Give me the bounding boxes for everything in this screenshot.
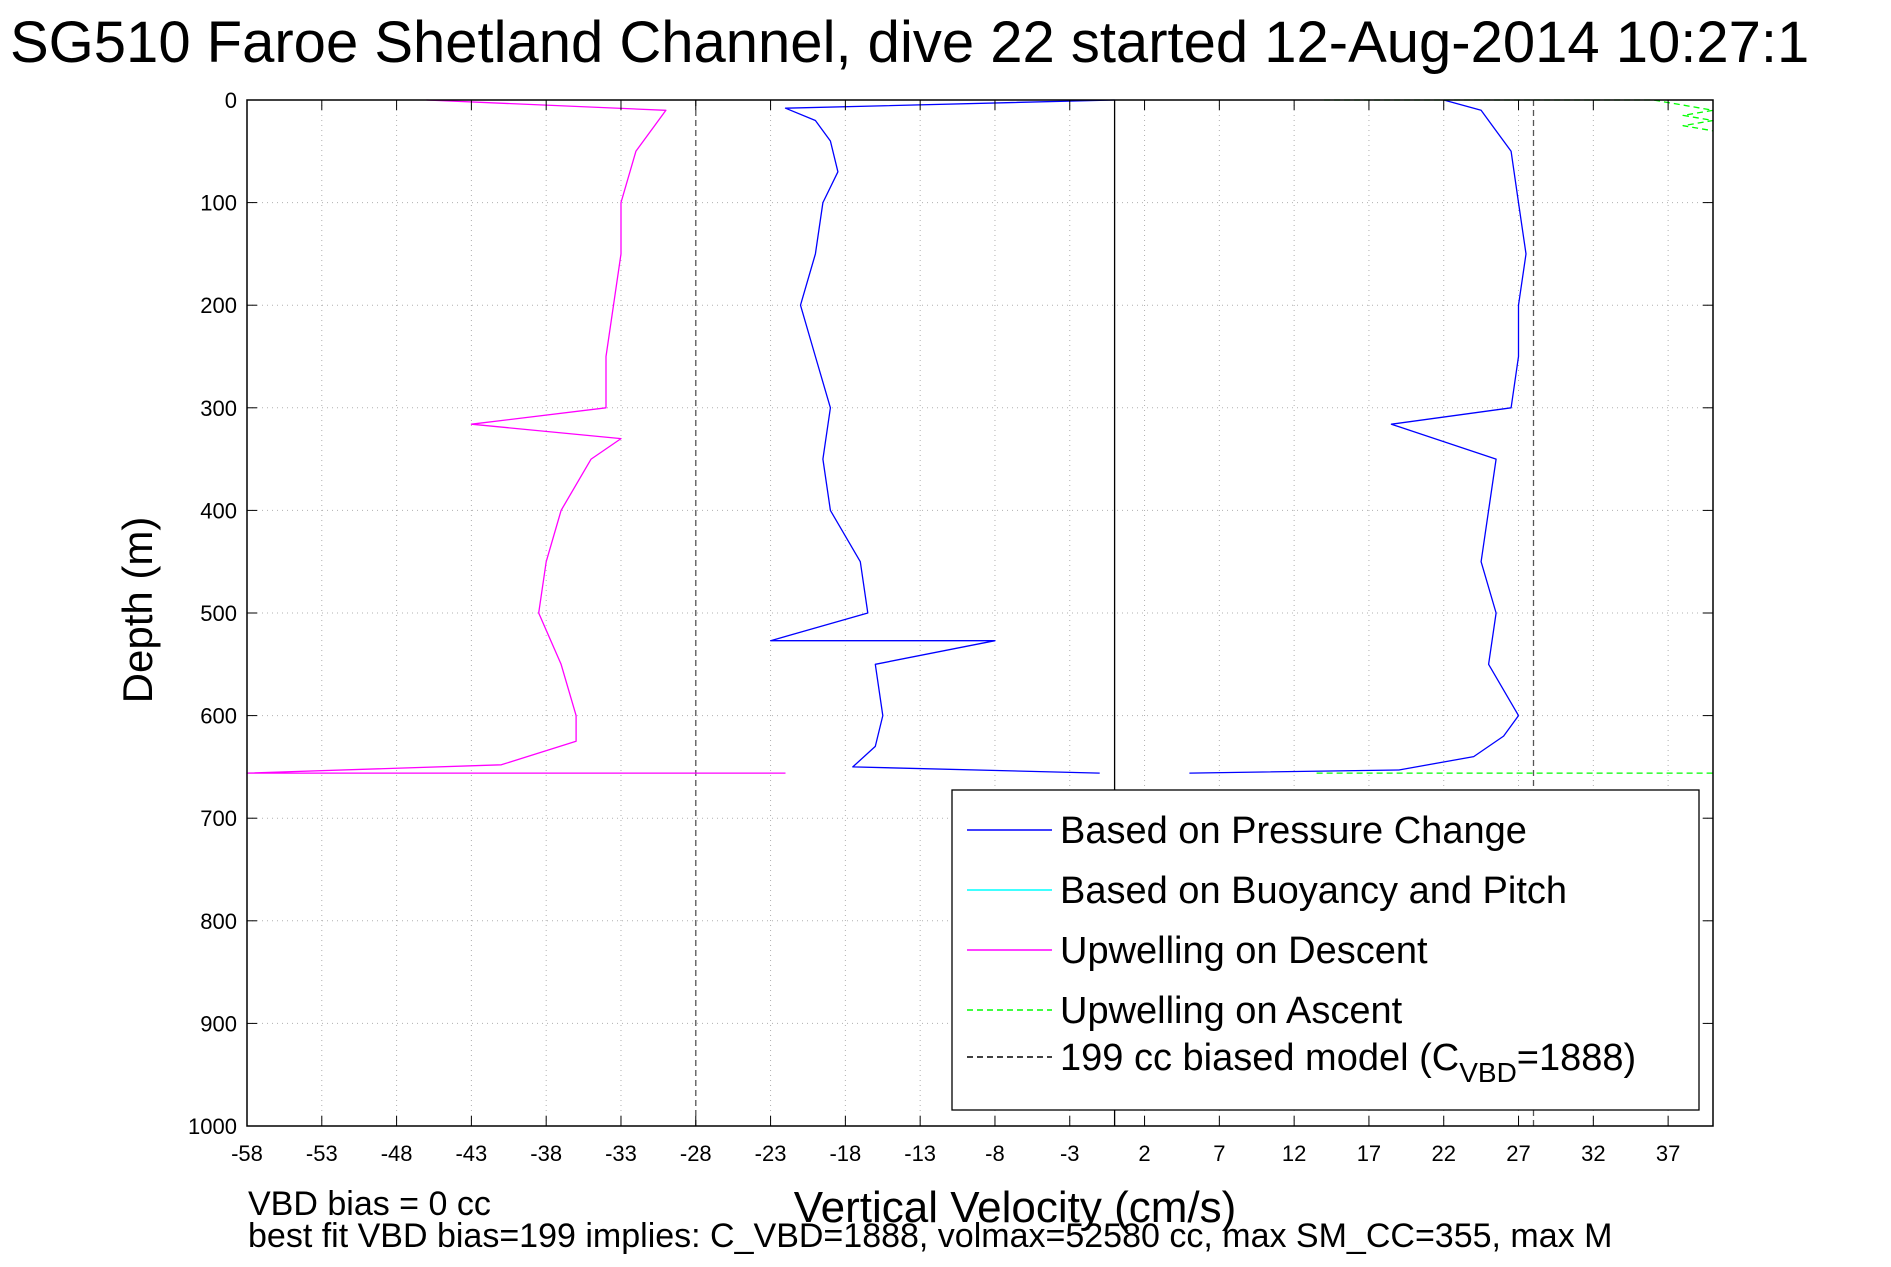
x-tick-label: 7 bbox=[1213, 1141, 1225, 1166]
y-tick-label: 800 bbox=[200, 909, 237, 934]
x-tick-label: 37 bbox=[1656, 1141, 1680, 1166]
x-tick-label: -18 bbox=[829, 1141, 861, 1166]
x-tick-label: -53 bbox=[306, 1141, 338, 1166]
legend-box bbox=[951, 789, 1700, 1111]
x-tick-label: -43 bbox=[455, 1141, 487, 1166]
legend-label: Upwelling on Descent bbox=[1060, 930, 1428, 972]
x-tick-label: 2 bbox=[1138, 1141, 1150, 1166]
series-layer bbox=[246, 99, 1714, 774]
series-line bbox=[1324, 99, 1714, 132]
y-axis-label: Depth (m) bbox=[114, 517, 161, 704]
legend-label-tail: =1888) bbox=[1517, 1037, 1636, 1079]
x-tick-label: -28 bbox=[680, 1141, 712, 1166]
x-tick-label: -23 bbox=[755, 1141, 787, 1166]
x-tick-label: -8 bbox=[985, 1141, 1005, 1166]
legend-label: Based on Pressure Change bbox=[1060, 810, 1527, 852]
y-tick-label: 200 bbox=[200, 293, 237, 318]
y-tick-label: 0 bbox=[225, 88, 237, 113]
y-tick-label: 400 bbox=[200, 498, 237, 523]
x-tick-label: 12 bbox=[1282, 1141, 1306, 1166]
x-tick-label: -58 bbox=[231, 1141, 263, 1166]
x-tick-label: -38 bbox=[530, 1141, 562, 1166]
x-tick-label: -3 bbox=[1060, 1141, 1080, 1166]
x-tick-label: -48 bbox=[381, 1141, 413, 1166]
legend-label: 199 cc biased model (CVBD=1888) bbox=[1060, 1037, 1636, 1088]
tick-layer: -58 -53 -48 -43 -38 -33 -28 -23 -18 -13 -8 -3 2 7 12 17… bbox=[188, 88, 1713, 1166]
x-axis-label: Vertical Velocity (cm/s) bbox=[794, 1183, 1237, 1232]
y-tick-label: 600 bbox=[200, 704, 237, 729]
y-tick-label: 1000 bbox=[188, 1114, 237, 1139]
legend-label-main: 199 cc biased model (C bbox=[1060, 1037, 1459, 1079]
legend-label: Upwelling on Ascent bbox=[1060, 990, 1403, 1032]
y-tick-label: 700 bbox=[200, 806, 237, 831]
x-tick-label: 17 bbox=[1357, 1141, 1381, 1166]
vbd-bias-annotation: VBD bias = 0 cc bbox=[248, 1185, 491, 1223]
series-line bbox=[246, 99, 786, 774]
x-tick-label: -13 bbox=[904, 1141, 936, 1166]
x-tick-label: -33 bbox=[605, 1141, 637, 1166]
legend-label-subscript: VBD bbox=[1459, 1057, 1517, 1088]
y-tick-label: 900 bbox=[200, 1011, 237, 1036]
legend-label: Based on Buoyancy and Pitch bbox=[1060, 870, 1567, 912]
chart-title: SG510 Faroe Shetland Channel, dive 22 st… bbox=[10, 10, 1809, 75]
series-line bbox=[769, 99, 1115, 774]
x-tick-label: 27 bbox=[1506, 1141, 1530, 1166]
x-tick-label: 32 bbox=[1581, 1141, 1605, 1166]
best-fit-annotation: best fit VBD bias=199 implies: C_VBD=188… bbox=[248, 1217, 1612, 1255]
series-line bbox=[1189, 99, 1527, 774]
x-tick-label: 22 bbox=[1431, 1141, 1455, 1166]
y-tick-label: 100 bbox=[200, 191, 237, 216]
y-tick-label: 500 bbox=[200, 601, 237, 626]
legend: Based on Pressure Change Based on Buoyanc… bbox=[951, 789, 1700, 1111]
y-tick-label: 300 bbox=[200, 396, 237, 421]
